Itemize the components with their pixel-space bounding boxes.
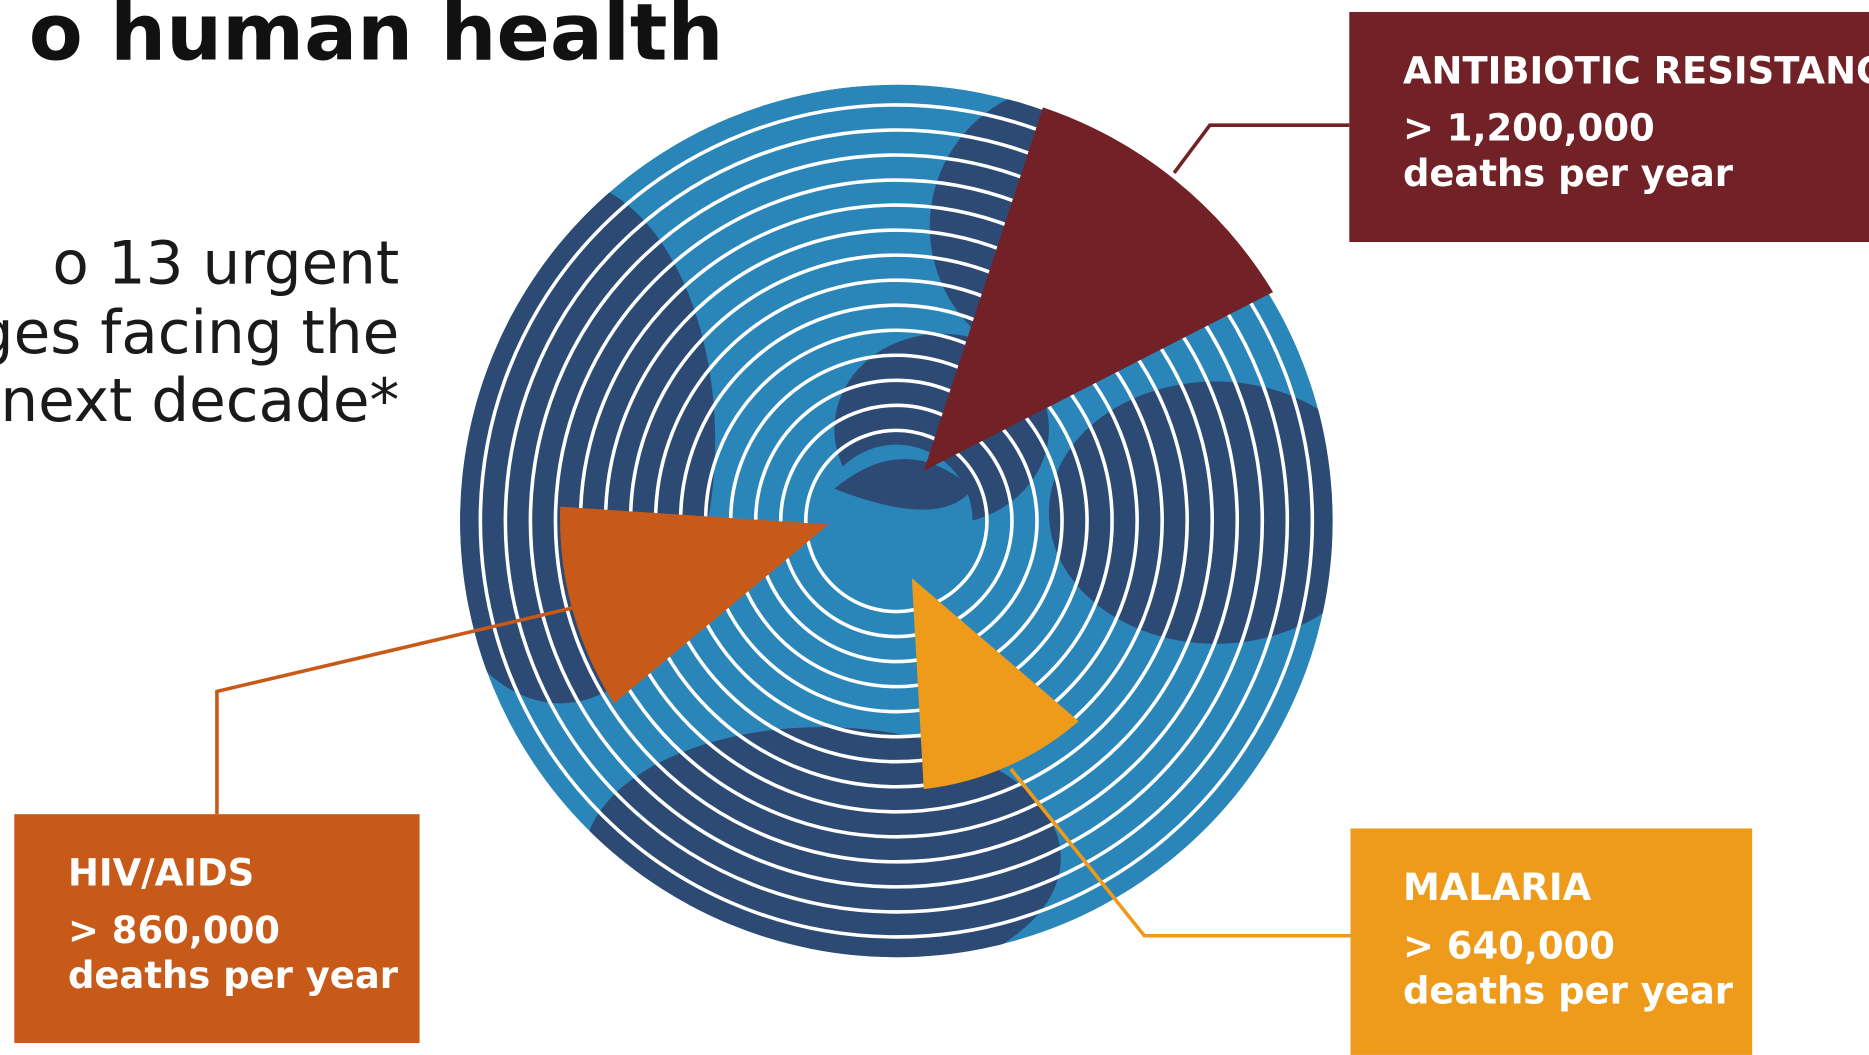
- intro-line: ges facing the: [0, 299, 399, 368]
- callout-unit: deaths per year: [1403, 970, 1734, 1013]
- hiv-wedge: [560, 506, 829, 704]
- callout-box: [1350, 828, 1753, 1055]
- globe-core-land: [834, 458, 973, 510]
- globe-ring: [778, 403, 1014, 639]
- connector: [215, 606, 573, 815]
- intro-line: o 13 urgent: [52, 230, 399, 299]
- callout-value: > 860,000: [68, 909, 280, 952]
- callout-box: [14, 814, 420, 1044]
- malaria-wedge: [911, 578, 1079, 790]
- callout-label: HIV/AIDS: [68, 852, 254, 895]
- globe-ring: [803, 428, 989, 614]
- callout-label: ANTIBIOTIC RESISTANCE: [1403, 49, 1869, 92]
- title: o human health: [29, 0, 724, 79]
- globe: [460, 84, 1333, 958]
- connector: [1172, 123, 1350, 174]
- callout-box: [1349, 11, 1869, 243]
- connector: [1009, 767, 1351, 938]
- intro-line: e next decade*: [0, 367, 399, 436]
- callout-value: > 1,200,000: [1403, 107, 1655, 150]
- globe-land: [1048, 381, 1333, 644]
- globe-ring: [478, 103, 1315, 939]
- globe-ring: [528, 153, 1265, 889]
- callout-value: > 640,000: [1403, 924, 1615, 967]
- callout-label: MALARIA: [1403, 866, 1592, 909]
- callout-unit: deaths per year: [1403, 152, 1734, 195]
- globe-ring: [503, 128, 1290, 914]
- antibiotic-wedge: [923, 107, 1274, 471]
- callout-unit: deaths per year: [68, 954, 399, 997]
- globe-ring: [553, 178, 1240, 864]
